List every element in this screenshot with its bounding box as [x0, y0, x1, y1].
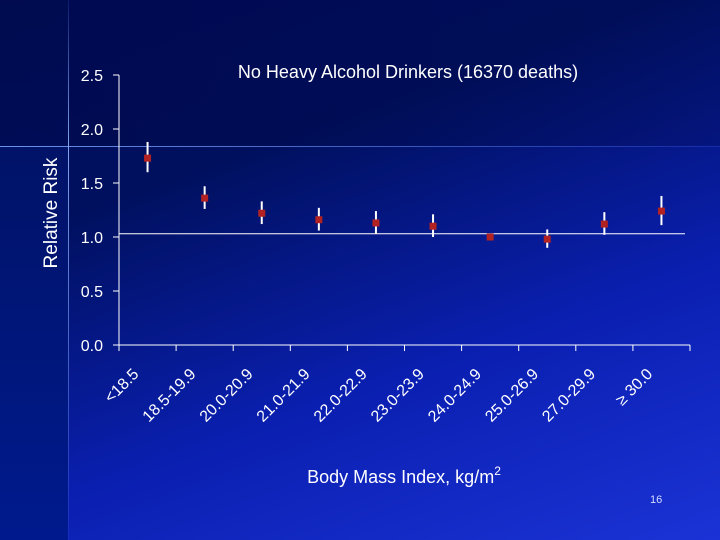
x-tick-label: ≥ 30.0 [613, 366, 656, 409]
data-marker [486, 233, 494, 241]
y-tick-label: 2.5 [81, 68, 103, 85]
x-tick-label: 21.0-21.9 [254, 366, 314, 426]
y-tick-label: 2.0 [81, 122, 103, 139]
chart-title: No Heavy Alcohol Drinkers (16370 deaths) [238, 62, 578, 82]
x-tick-label: 24.0-24.9 [425, 366, 485, 426]
x-tick-label: 20.0-20.9 [197, 366, 257, 426]
data-marker [429, 222, 437, 230]
data-marker [315, 216, 323, 224]
x-axis-label-superscript: 2 [494, 464, 501, 478]
y-tick-label: 0.5 [81, 284, 103, 301]
x-tick-label: 18.5-19.9 [140, 366, 200, 426]
y-tick-label: 1.5 [81, 176, 103, 193]
data-marker [600, 220, 608, 228]
x-axis-label: Body Mass Index, kg/m2 [307, 464, 501, 487]
data-points [144, 141, 665, 248]
x-tick-label: <18.5 [102, 366, 143, 407]
y-axis-label: Relative Risk [41, 157, 62, 268]
x-tick-label: 25.0-26.9 [482, 366, 542, 426]
data-marker [543, 235, 551, 243]
chart-axes [118, 75, 690, 346]
x-axis-label-text: Body Mass Index, kg/m [307, 467, 494, 487]
slide-number: 16 [650, 494, 663, 506]
data-marker [372, 219, 380, 227]
data-marker [258, 209, 266, 217]
y-tick-label: 1.0 [81, 230, 103, 247]
data-marker [201, 194, 209, 202]
decorative-horizontal-line [0, 146, 720, 147]
y-axis-ticks: 0.0 0.5 1.0 1.5 2.0 2.5 [81, 68, 119, 355]
x-axis-ticks: <18.518.5-19.920.0-20.921.0-21.922.0-22.… [102, 345, 691, 426]
data-marker [144, 154, 152, 162]
y-tick-label: 0.0 [81, 338, 103, 355]
x-tick-label: 23.0-23.9 [368, 366, 428, 426]
data-marker [657, 207, 665, 215]
x-tick-label: 22.0-22.9 [311, 366, 371, 426]
x-tick-label: 27.0-29.9 [539, 366, 599, 426]
decorative-vertical-line [68, 0, 69, 540]
top-decorative-band [0, 0, 720, 146]
